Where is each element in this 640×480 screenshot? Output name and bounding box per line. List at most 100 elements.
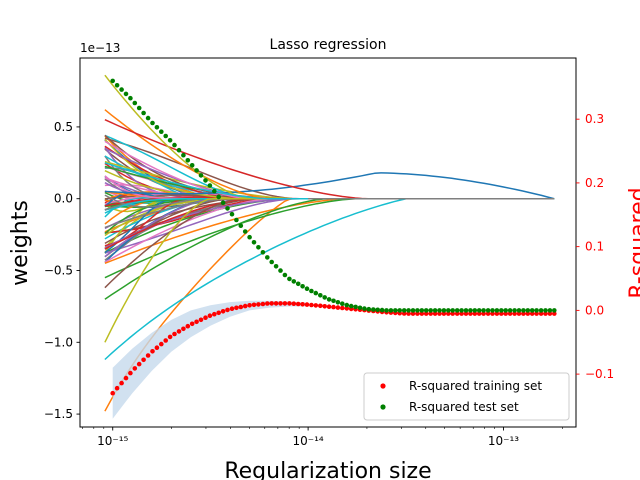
test-point	[123, 91, 129, 97]
training-point	[132, 366, 138, 371]
chart-title: Lasso regression	[270, 37, 387, 53]
test-point	[260, 250, 266, 255]
test-point	[128, 95, 133, 101]
weight-paths	[104, 74, 555, 412]
training-point	[521, 311, 526, 316]
training-point	[136, 361, 142, 367]
test-point	[393, 308, 398, 313]
test-point	[194, 168, 199, 173]
test-point	[256, 245, 261, 250]
training-point	[172, 331, 177, 337]
training-point	[287, 301, 292, 306]
test-point	[163, 133, 168, 139]
training-point	[459, 311, 464, 316]
test-point	[401, 308, 407, 313]
training-point	[534, 311, 539, 316]
training-point	[282, 301, 288, 306]
test-point	[114, 83, 120, 88]
test-point	[318, 293, 323, 298]
test-point	[507, 308, 513, 313]
test-point	[189, 163, 195, 168]
test-point	[459, 308, 464, 313]
training-point	[463, 311, 469, 316]
test-point	[353, 304, 358, 310]
training-point	[503, 311, 509, 316]
test-point	[331, 298, 336, 304]
training-point	[547, 311, 553, 316]
left-tick-label: 0.0	[54, 192, 73, 206]
test-point	[203, 178, 208, 183]
test-point	[379, 307, 385, 313]
legend-label-training: R-squared training set	[409, 379, 542, 393]
test-point	[229, 211, 235, 217]
training-point	[450, 311, 456, 316]
training-point	[419, 311, 425, 316]
right-tick-label: 0.2	[585, 176, 604, 190]
training-point	[110, 390, 115, 396]
test-point	[159, 129, 164, 134]
left-axis-ticks: 0.5 0.0 −0.5 −1.0 −1.5	[44, 120, 80, 421]
training-point	[203, 315, 208, 321]
test-point	[543, 308, 548, 313]
training-point	[512, 311, 517, 316]
legend-box	[363, 372, 570, 421]
training-point	[256, 302, 261, 307]
training-point	[494, 311, 500, 316]
training-point	[304, 302, 310, 307]
training-point	[437, 311, 442, 316]
test-point	[265, 255, 270, 260]
test-point	[300, 284, 305, 289]
training-point	[260, 301, 266, 307]
x-tick-label: 10⁻¹⁴	[292, 434, 323, 448]
test-point	[366, 306, 372, 312]
test-point	[490, 308, 495, 313]
left-tick-label: −1.0	[44, 335, 73, 349]
test-point	[481, 308, 486, 313]
test-point	[154, 125, 160, 130]
legend-label-test: R-squared test set	[409, 400, 519, 414]
test-point	[485, 308, 491, 313]
right-tick-label: 0.1	[585, 240, 604, 254]
test-point	[441, 308, 447, 313]
training-point	[207, 313, 213, 319]
test-point	[198, 173, 204, 178]
training-point	[406, 311, 411, 316]
training-point	[189, 321, 195, 327]
training-point	[485, 311, 491, 316]
test-point	[362, 306, 367, 311]
right-tick-label: −0.1	[585, 367, 614, 381]
training-point	[472, 311, 478, 316]
test-point	[110, 78, 115, 84]
training-point	[123, 375, 129, 381]
test-point	[304, 286, 310, 292]
test-point	[529, 308, 535, 313]
test-point	[207, 183, 213, 188]
training-point	[490, 311, 495, 316]
test-point	[242, 229, 248, 234]
test-point	[287, 276, 292, 282]
training-point	[476, 311, 482, 316]
training-point	[150, 349, 155, 354]
training-point	[525, 311, 531, 316]
test-point	[181, 152, 186, 158]
training-point	[128, 370, 133, 376]
test-point	[309, 288, 314, 294]
training-point	[119, 380, 124, 386]
training-point	[507, 311, 513, 316]
test-point	[132, 100, 138, 106]
test-point	[446, 308, 451, 313]
training-point	[247, 303, 252, 308]
test-point	[141, 110, 146, 116]
training-point	[198, 317, 204, 323]
training-point	[428, 311, 434, 316]
test-point	[176, 147, 182, 153]
training-point	[185, 323, 191, 329]
training-point	[251, 302, 257, 308]
training-point	[265, 301, 270, 306]
test-point	[282, 272, 288, 278]
test-point	[225, 206, 230, 211]
test-point	[119, 87, 124, 92]
training-point	[167, 334, 173, 340]
x-tick-label: 10⁻¹⁵	[97, 434, 128, 448]
training-point	[322, 304, 328, 309]
